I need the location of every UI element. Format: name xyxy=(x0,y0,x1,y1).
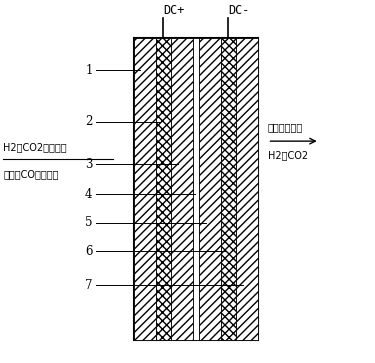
Bar xyxy=(192,38,199,340)
Bar xyxy=(199,38,220,340)
Bar xyxy=(171,38,192,340)
Bar xyxy=(134,38,156,340)
Text: 2: 2 xyxy=(85,115,93,128)
Text: 3: 3 xyxy=(85,158,93,171)
Text: 及微量CO、水蒸气: 及微量CO、水蒸气 xyxy=(3,170,59,180)
Text: DC+: DC+ xyxy=(164,4,185,17)
Bar xyxy=(156,38,171,340)
Text: 未反应完气体: 未反应完气体 xyxy=(267,122,303,132)
Text: 6: 6 xyxy=(85,245,93,258)
Text: H2与CO2混合气体: H2与CO2混合气体 xyxy=(3,142,67,152)
Text: H2、CO2: H2、CO2 xyxy=(267,150,308,160)
Text: 7: 7 xyxy=(85,279,93,291)
Bar xyxy=(236,38,258,340)
Text: 1: 1 xyxy=(85,64,93,77)
Bar xyxy=(134,38,258,340)
Bar xyxy=(220,38,236,340)
Text: 4: 4 xyxy=(85,188,93,201)
Text: 5: 5 xyxy=(85,216,93,229)
Text: DC-: DC- xyxy=(228,4,250,17)
